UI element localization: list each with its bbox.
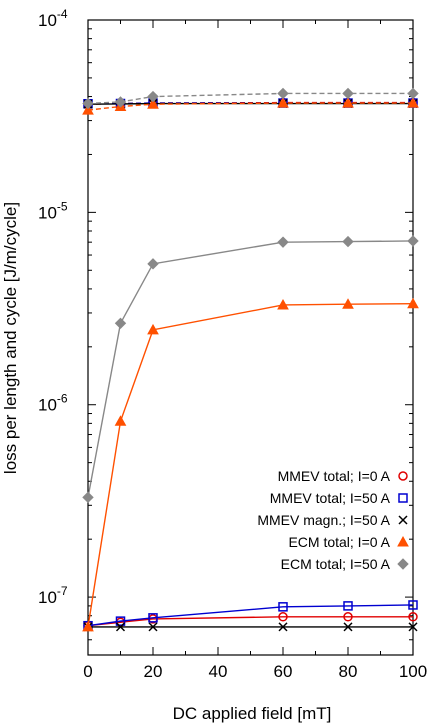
series-2 xyxy=(83,98,418,632)
legend-marker xyxy=(398,493,408,503)
series-upper-point xyxy=(277,97,289,108)
series-upper-point xyxy=(147,90,159,103)
series-upper-point xyxy=(407,87,419,100)
legend-label: MMEV total; I=50 A xyxy=(270,490,391,506)
series-upper-point xyxy=(82,104,94,115)
series-point xyxy=(277,236,289,248)
series-line xyxy=(87,604,414,627)
series-upper-point xyxy=(114,96,127,108)
legend-label: ECM total; I=0 A xyxy=(288,534,390,550)
y-tick-label: 10-5 xyxy=(38,199,68,222)
series-upper-point xyxy=(147,98,159,109)
series-line xyxy=(87,303,414,627)
series-point xyxy=(408,600,418,610)
series-point xyxy=(342,235,354,248)
series-upper-point xyxy=(277,87,289,100)
series-point xyxy=(407,297,419,309)
x-axis-title: DC applied field [mT] xyxy=(173,704,332,723)
series-upper-point xyxy=(342,97,354,108)
series-point xyxy=(343,601,353,611)
series-layer xyxy=(82,87,419,632)
y-tick-label: 10-7 xyxy=(38,584,68,607)
series-point xyxy=(147,323,159,335)
series-point xyxy=(82,620,94,632)
series-point xyxy=(148,613,158,623)
series-point xyxy=(408,612,418,622)
series-point xyxy=(342,298,354,309)
series-point xyxy=(148,622,158,632)
y-axis-title: loss per length and cycle [J/m/cycle] xyxy=(1,202,20,474)
legend-marker xyxy=(397,558,409,570)
series-point xyxy=(114,317,127,330)
series-point xyxy=(343,622,353,632)
series-point xyxy=(278,622,288,632)
series-point xyxy=(147,258,159,270)
series-1 xyxy=(83,98,418,631)
series-point xyxy=(407,235,419,247)
x-tick-label: 100 xyxy=(399,662,427,681)
series-point xyxy=(115,622,126,632)
legend-marker xyxy=(397,535,409,547)
series-line xyxy=(87,240,414,498)
series-point xyxy=(343,612,353,622)
series-point xyxy=(115,616,126,626)
x-tick-label: 40 xyxy=(209,662,228,681)
x-tick-label: 80 xyxy=(339,662,358,681)
series-upper-point xyxy=(82,97,94,110)
legend-label: ECM total; I=50 A xyxy=(281,556,391,572)
legend-marker xyxy=(398,515,408,525)
legend-label: MMEV magn.; I=50 A xyxy=(257,512,390,528)
series-point xyxy=(277,298,289,310)
x-tick-label: 0 xyxy=(83,662,92,681)
axis-ticks: 0 20 40 60 80 100 10-7 10-6 10-5 10-4 xyxy=(38,7,427,681)
series-upper-point xyxy=(407,97,419,108)
series-4 xyxy=(82,87,419,504)
series-point xyxy=(278,602,288,612)
legend: MMEV total; I=0 A MMEV total; I=50 A MMEV … xyxy=(257,468,409,572)
series-point xyxy=(408,622,418,632)
series-point xyxy=(114,415,127,426)
series-0 xyxy=(83,97,418,631)
legend-marker xyxy=(398,471,408,481)
legend-label: MMEV total; I=0 A xyxy=(278,468,391,484)
x-tick-label: 20 xyxy=(144,662,163,681)
series-point xyxy=(278,612,288,622)
x-tick-label: 60 xyxy=(274,662,293,681)
series-upper-line xyxy=(87,102,413,111)
series-point xyxy=(82,491,94,504)
y-tick-label: 10-6 xyxy=(38,392,68,415)
series-line xyxy=(87,616,413,627)
y-tick-label: 10-4 xyxy=(38,7,68,30)
series-3 xyxy=(82,97,419,632)
series-upper-point xyxy=(342,87,354,100)
